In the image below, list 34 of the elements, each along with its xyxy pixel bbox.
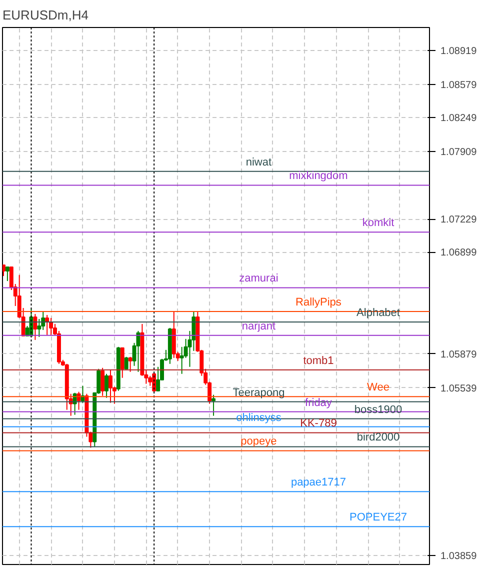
candlestick: [2, 264, 6, 277]
candlestick: [136, 330, 140, 372]
candlestick: [100, 367, 105, 396]
candlestick: [33, 313, 38, 340]
ref-line-label: komkit: [362, 217, 394, 230]
ref-line-label: POPEYE27: [350, 512, 408, 524]
ref-line-label: mixkingdom: [289, 170, 348, 182]
y-tick-label: 1.08579: [440, 80, 478, 91]
y-tick-label: 1.03859: [440, 551, 478, 562]
y-tick-label: 1.05879: [440, 349, 478, 360]
candlestick: [108, 369, 112, 404]
ref-line-label: papae1717: [290, 476, 346, 489]
y-tick-label: 1.08249: [440, 112, 478, 124]
y-tick-label: 1.07909: [440, 146, 478, 158]
candlestick: [124, 356, 128, 370]
ref-line-label: bird2000: [356, 432, 400, 444]
ref-line-label: narjant: [242, 320, 276, 332]
y-tick-label: 1.06899: [440, 248, 478, 259]
ref-line-label: Teerapong: [232, 386, 285, 399]
candlestick: [5, 266, 10, 282]
ref-line-label: niwat: [246, 156, 272, 168]
candlestick: [104, 373, 109, 398]
candlestick: [128, 356, 132, 372]
candlestick: [212, 394, 216, 416]
ref-line-label: zamurai: [239, 272, 278, 285]
ref-line-label: Wee: [367, 382, 390, 394]
y-tick-label: 1.05539: [440, 383, 478, 394]
y-tick-label: 1.07229: [440, 214, 478, 226]
y-tick-label: 1.08919: [440, 46, 478, 58]
chart-title: EURUSDm,H4: [2, 8, 88, 22]
ref-line-label: RallyPips: [296, 296, 342, 308]
candlestick: [120, 347, 124, 378]
ref-line-label: tomb1: [303, 354, 334, 367]
ref-line-label: popeye: [240, 436, 277, 448]
